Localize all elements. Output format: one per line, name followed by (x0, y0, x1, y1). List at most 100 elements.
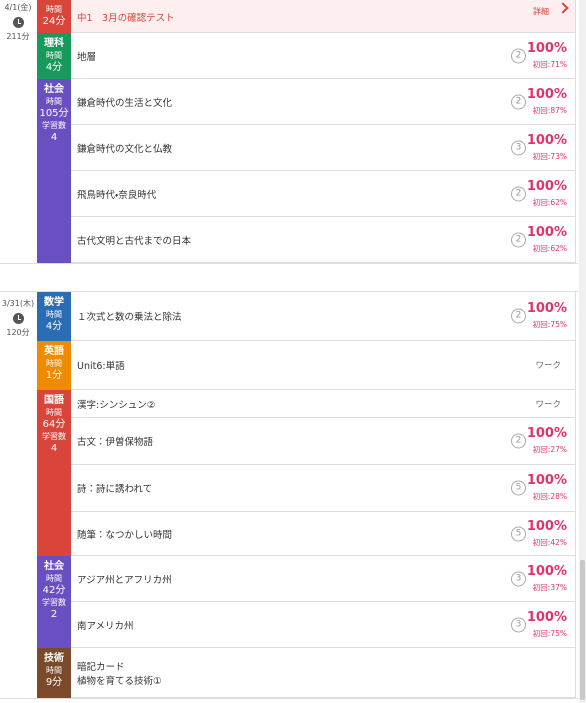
study-row[interactable]: 暗記カード植物を育てる技術① (71, 648, 576, 698)
study-row[interactable]: 地層 2 100% 初回:71% (71, 33, 576, 79)
subject-block: 技術 時間 9分 (37, 648, 71, 698)
attempt-badge: 5 (511, 480, 526, 496)
row-title: 詩：詩に誘われて (77, 484, 153, 495)
row-title: 古文：伊曽保物語 (77, 437, 154, 448)
subject-name: 英語 (44, 346, 64, 357)
subject-name: 数学 (44, 297, 64, 308)
row-title: アジア州とアフリカ州 (77, 574, 172, 586)
attempt-badge: 2 (511, 186, 526, 201)
score: 100% (526, 426, 567, 441)
row-title: 地層 (77, 51, 97, 63)
row-title: 南アメリカ州 (77, 620, 134, 632)
attempt-badge: 2 (511, 94, 526, 109)
row-title: 鎌倉時代の文化と仏教 (77, 143, 173, 155)
row-note: ワーク (535, 399, 561, 410)
scrollbar-track (579, 0, 586, 703)
row-title: 暗記カード (77, 661, 125, 673)
attempt-badge: 2 (511, 48, 526, 63)
subject-time: 64分 (42, 419, 66, 430)
subject-block: 国語 時間 64分 学習数 4 (37, 390, 71, 556)
total-time: 211分 (6, 32, 30, 41)
subject-time: 9分 (45, 677, 63, 688)
subject-group: 中1 3月の確認テスト 詳細 時間 24分 (37, 0, 576, 33)
subject-block: 時間 24分 (37, 0, 71, 33)
subject-block: 社会 時間 105分 学習数 4 (37, 79, 71, 263)
time-label: 時間 (46, 359, 62, 368)
attempt-badge: 3 (511, 571, 526, 586)
study-count: 4 (50, 443, 58, 454)
study-row[interactable]: 随筆：なつかしい時間 5 100% 初回:42% (71, 512, 576, 556)
study-row[interactable]: Unit6:単語 ワーク (71, 341, 576, 390)
subject-group: 暗記カード 植物を育てる技術① 技術 時間 9分 (37, 648, 576, 698)
row-note: ワーク (535, 361, 561, 371)
study-row[interactable]: 鎌倉時代の生活と文化 2 100% 初回:87% (71, 79, 576, 125)
subject-name: 国語 (44, 395, 64, 406)
time-label: 時間 (46, 51, 62, 60)
subject-time: 24分 (42, 16, 66, 27)
first-score: 初回:87% (532, 105, 567, 115)
first-score: 初回:73% (532, 151, 567, 161)
score: 100% (526, 563, 567, 579)
subject-name: 理科 (44, 38, 64, 49)
study-row[interactable]: 中1 3月の確認テスト 詳細 (71, 0, 576, 33)
study-row[interactable]: 南アメリカ州 3 100% 初回:75% (71, 602, 576, 648)
study-row[interactable]: 鎌倉時代の文化と仏教 3 100% 初回:73% (71, 125, 576, 171)
date: 3/31(木) (1, 299, 35, 308)
date: 4/1(金) (4, 3, 32, 12)
subject-name: 技術 (44, 653, 64, 664)
subject-block: 社会 時間 42分 学習数 2 (37, 556, 71, 648)
time-label: 時間 (46, 97, 62, 106)
score: 100% (526, 301, 567, 316)
row-title: 飛鳥時代・奈良時代 (77, 189, 157, 201)
chevron-icon (557, 2, 569, 14)
first-score: 初回:71% (532, 59, 567, 69)
subject-group: １次式と数の乗法と除法 2 100% 初回:75% 数学 時間 4分 (37, 292, 576, 341)
row-title-wrap: 暗記カード植物を育てる技術① (77, 659, 162, 687)
subject-group: 地層 2 100% 初回:71% 理科時間 4分 (37, 33, 576, 79)
first-score: 初回:42% (532, 537, 567, 547)
time-label: 時間 (46, 574, 62, 583)
study-row[interactable]: 詩：詩に誘われて 5 100% 初回:28% (71, 465, 576, 512)
date-column: 3/31(木) 120分 (0, 298, 36, 338)
subject-name: 社会 (44, 84, 64, 95)
scrollbar-thumb[interactable] (580, 560, 585, 700)
subject-name: 社会 (44, 561, 64, 572)
row-title: 随筆：なつかしい時間 (77, 529, 173, 541)
study-row[interactable]: 漢字:シンシュン② ワーク (71, 390, 576, 418)
score: 100% (526, 518, 567, 534)
subject-time: 42分 (42, 585, 66, 596)
score: 100% (526, 40, 567, 56)
first-score: 初回:28% (532, 492, 567, 501)
day-group: 4/1(金) 211分 中1 3月の確認テスト 詳細 時間 24分 地層 2 100% 初回:71… (0, 0, 578, 264)
row-title: Unit6:単語 (77, 361, 125, 372)
score: 100% (526, 86, 567, 102)
row-title: １次式と数の乗法と除法 (77, 312, 182, 323)
study-row[interactable]: アジア州とアフリカ州 3 100% 初回:37% (71, 556, 576, 602)
study-row[interactable]: 飛鳥時代・奈良時代 2 100% 初回:62% (71, 171, 576, 217)
subject-group: 鎌倉時代の生活と文化 2 100% 初回:87% 鎌倉時代の文化と仏教 3 100% 初回:7… (37, 79, 576, 263)
attempt-badge: 5 (511, 526, 526, 541)
score: 100% (526, 132, 567, 148)
first-score: 初回:62% (532, 243, 567, 253)
time-label: 時間 (46, 5, 62, 14)
row-subtitle: 植物を育てる技術① (77, 675, 162, 687)
study-row[interactable]: １次式と数の乗法と除法 2 100% 初回:75% (71, 292, 576, 341)
score: 100% (526, 473, 567, 488)
subject-time: 4分 (45, 321, 63, 332)
time-label: 時間 (46, 310, 62, 319)
study-row[interactable]: 古文：伊曽保物語 2 100% 初回:27% (71, 418, 576, 465)
study-row[interactable]: 古代文明と古代までの日本 2 100% 初回:62% (71, 217, 576, 263)
attempt-badge: 2 (511, 433, 526, 449)
first-score: 初回:75% (532, 320, 567, 329)
count-label: 学習数 (42, 121, 66, 130)
detail-link[interactable]: 詳細 (533, 7, 549, 16)
count-label: 学習数 (42, 598, 66, 607)
subject-time: 4分 (45, 62, 63, 73)
subject-block: 数学時間 4分 (37, 292, 71, 341)
clock-icon (12, 313, 24, 324)
subject-time: 1分 (45, 370, 63, 381)
first-score: 初回:62% (532, 197, 567, 207)
first-score: 初回:27% (532, 445, 567, 454)
row-title: 漢字:シンシュン② (77, 399, 156, 411)
